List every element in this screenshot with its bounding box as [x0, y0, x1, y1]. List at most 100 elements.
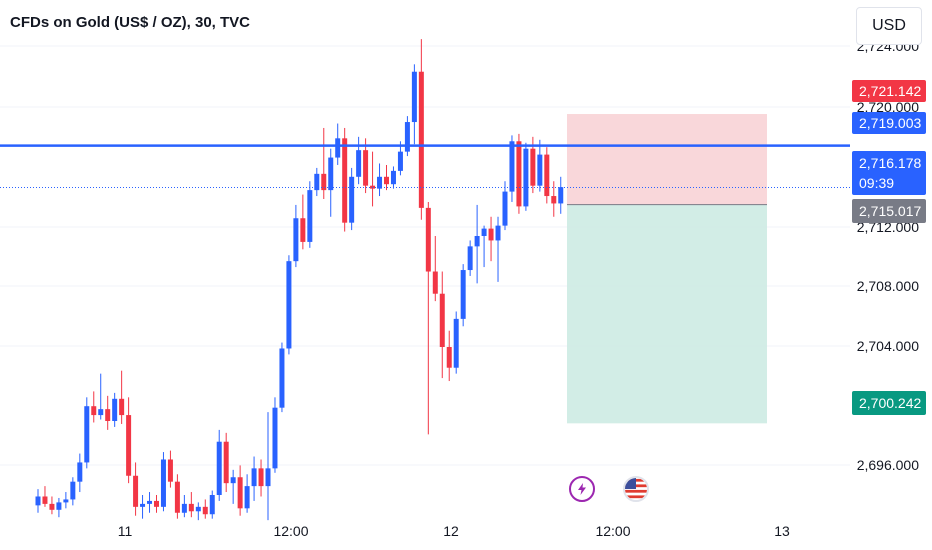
candle-body	[91, 406, 97, 416]
candle	[258, 459, 264, 497]
chart-title: CFDs on Gold (US$ / OZ), 30, TVC	[10, 14, 251, 31]
candle	[558, 176, 564, 214]
candle-body	[42, 496, 48, 504]
candle-body	[481, 228, 487, 236]
price-tick-label: 2,696.000	[857, 457, 919, 473]
candle-body	[279, 348, 285, 408]
candle	[35, 489, 41, 513]
stop-loss-zone[interactable]	[567, 114, 767, 205]
candle	[523, 142, 529, 211]
candle	[84, 397, 90, 469]
candle-body	[390, 170, 396, 185]
candle	[314, 167, 320, 197]
candle	[195, 502, 201, 521]
candle	[56, 497, 62, 518]
candle-body	[188, 503, 194, 512]
candle-body	[397, 151, 403, 171]
candle-body	[509, 141, 515, 192]
candle	[425, 201, 431, 435]
candle	[174, 474, 180, 519]
take-profit-value: 2,700.242	[859, 395, 922, 411]
candle-body	[453, 318, 459, 368]
candle	[467, 240, 473, 276]
candle	[432, 236, 438, 302]
candle	[237, 465, 243, 516]
candle-body	[167, 459, 173, 482]
candle-body	[314, 173, 320, 191]
candle-body	[160, 459, 166, 507]
candle-body	[147, 500, 153, 504]
candle-body	[418, 71, 424, 208]
candle	[537, 139, 543, 192]
candle-body	[293, 218, 299, 262]
candle	[404, 116, 410, 157]
candle-body	[35, 496, 41, 506]
candle-body	[495, 225, 501, 241]
candle-body	[384, 176, 389, 185]
time-tick-label: 12	[443, 523, 459, 539]
candle	[363, 138, 369, 194]
entry-value: 2,715.017	[859, 203, 922, 219]
candle	[516, 133, 522, 214]
lightning-icon[interactable]	[569, 476, 595, 502]
candle-body	[356, 150, 362, 177]
candle-body	[349, 176, 355, 223]
candle-body	[488, 228, 494, 241]
candle	[356, 136, 362, 185]
candle	[293, 204, 299, 268]
candle	[397, 141, 403, 176]
candle-body	[265, 468, 271, 487]
time-axis[interactable]: 11 12:00 12 12:00 13	[118, 523, 790, 539]
candle-body	[328, 157, 334, 191]
candle	[167, 450, 173, 488]
candle	[474, 204, 480, 284]
entry-price-label: 2,715.017	[852, 199, 926, 223]
candle	[181, 495, 187, 518]
candle-body	[321, 173, 327, 191]
candle-body	[411, 71, 417, 123]
candle	[370, 151, 376, 207]
candle	[551, 181, 557, 217]
candle	[223, 432, 229, 493]
candle-body	[502, 191, 508, 226]
last-price-label: 2,716.178 09:39	[852, 151, 926, 195]
candle-body	[404, 122, 410, 152]
candle	[481, 225, 487, 268]
candle	[460, 264, 466, 327]
candle	[446, 330, 452, 382]
candle	[377, 163, 383, 197]
candle	[411, 64, 417, 145]
candle	[300, 194, 306, 250]
currency-button[interactable]: USD	[856, 7, 922, 45]
candle	[91, 391, 97, 423]
candle-body	[432, 271, 438, 294]
candle-body	[49, 503, 55, 510]
grid-lines	[0, 45, 850, 466]
candle-body	[300, 218, 306, 242]
candle	[307, 181, 313, 248]
candle	[133, 462, 139, 516]
candle-body	[286, 261, 292, 349]
candle-body	[126, 415, 132, 476]
candle	[202, 499, 208, 519]
time-tick-label: 13	[774, 523, 790, 539]
stop-loss-price-label: 2,721.142	[852, 80, 926, 102]
candle-body	[537, 154, 543, 186]
candle-body	[460, 270, 466, 319]
candle	[112, 392, 118, 427]
stop-loss-value: 2,721.142	[859, 83, 922, 99]
candle	[153, 495, 159, 513]
candle-body	[544, 154, 550, 197]
candle	[321, 127, 327, 199]
candle-body	[133, 475, 139, 507]
time-tick-label: 11	[118, 523, 133, 539]
candle	[439, 271, 445, 379]
us-flag-icon[interactable]	[623, 476, 649, 502]
candle	[209, 490, 215, 519]
candle	[126, 397, 132, 484]
candle-body	[77, 462, 83, 482]
candle	[105, 395, 111, 430]
take-profit-zone[interactable]	[567, 204, 767, 424]
candle-body	[153, 500, 159, 507]
